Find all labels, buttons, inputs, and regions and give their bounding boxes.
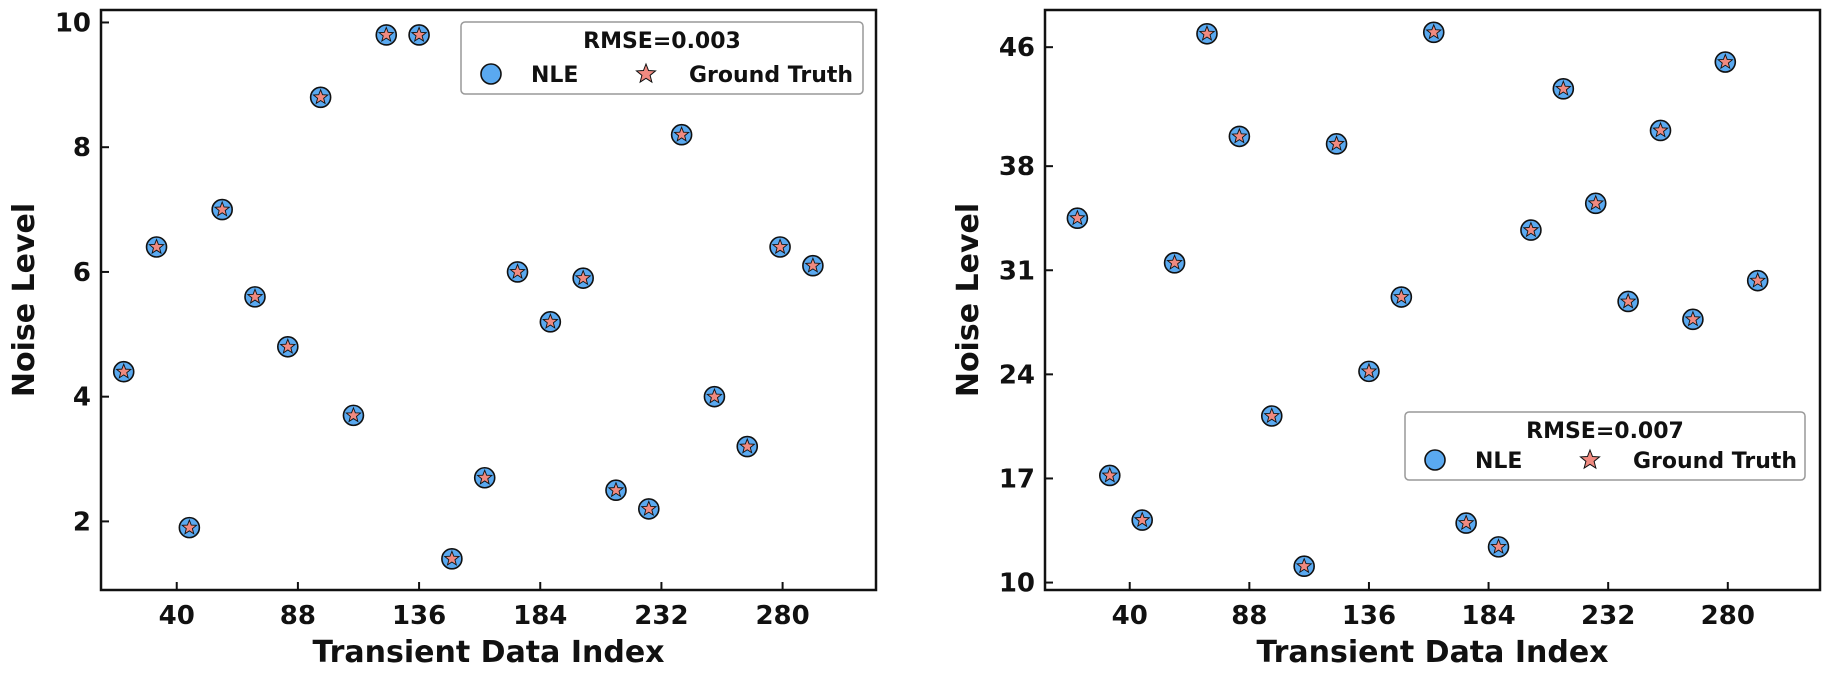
ground-truth-point bbox=[1360, 362, 1378, 379]
ground-truth-point bbox=[1393, 288, 1410, 305]
legend-nle-marker bbox=[480, 63, 502, 85]
plot-frame bbox=[99, 8, 878, 592]
y-axis-label: Noise Level bbox=[951, 203, 986, 397]
ground-truth-point bbox=[509, 263, 526, 280]
legend-box bbox=[1404, 411, 1806, 481]
x-tick-label: 40 bbox=[1112, 601, 1148, 631]
y-tick-label: 10 bbox=[999, 569, 1035, 599]
x-tick-label: 88 bbox=[280, 601, 316, 631]
legend-box bbox=[460, 21, 864, 95]
ground-truth-point bbox=[1749, 271, 1767, 288]
ground-truth-point bbox=[377, 26, 395, 43]
x-tick-label: 232 bbox=[1581, 601, 1635, 631]
ground-truth-point bbox=[1133, 511, 1151, 528]
legend-ground-truth-label: Ground Truth bbox=[689, 63, 853, 88]
legend-nle-marker bbox=[1424, 449, 1446, 471]
ground-truth-point bbox=[115, 362, 133, 379]
x-tick-label: 136 bbox=[1342, 601, 1396, 631]
ground-truth-point bbox=[1619, 292, 1637, 309]
y-tick-label: 31 bbox=[999, 256, 1035, 286]
ground-truth-point bbox=[312, 88, 329, 105]
x-tick-label: 232 bbox=[634, 601, 688, 631]
y-tick-label: 2 bbox=[73, 507, 91, 537]
ground-truth-point bbox=[1555, 80, 1572, 96]
legend-ground-truth-label: Ground Truth bbox=[1633, 449, 1797, 474]
x-axis-label: Transient Data Index bbox=[312, 635, 664, 670]
ground-truth-point bbox=[1684, 310, 1702, 327]
ground-truth-point bbox=[738, 437, 756, 454]
y-axis-label: Noise Level bbox=[7, 203, 42, 397]
y-tick-label: 46 bbox=[999, 33, 1035, 63]
ground-truth-point bbox=[607, 481, 625, 498]
ground-truth-point bbox=[1716, 53, 1734, 70]
ground-truth-point bbox=[1425, 23, 1443, 40]
y-tick-label: 6 bbox=[73, 258, 91, 288]
plot-frame bbox=[1043, 8, 1822, 592]
ground-truth-point bbox=[1069, 209, 1086, 226]
ground-truth-point bbox=[1263, 407, 1281, 424]
ground-truth-point bbox=[1652, 121, 1669, 138]
ground-truth-point bbox=[1198, 25, 1216, 41]
legend-ground-truth-marker bbox=[1579, 448, 1601, 470]
y-tick-label: 4 bbox=[73, 383, 91, 413]
y-tick-label: 17 bbox=[999, 464, 1035, 494]
ground-truth-point bbox=[148, 238, 165, 255]
ground-truth-point bbox=[673, 125, 690, 142]
ground-truth-point bbox=[1295, 557, 1313, 574]
legend-nle-label: NLE bbox=[531, 63, 578, 88]
x-tick-label: 136 bbox=[392, 601, 446, 631]
chart-panel-1: 40 88 136 184 232 280 2 4 6 8 10 Transient Data Ind… bbox=[7, 8, 878, 670]
ground-truth-point bbox=[443, 550, 461, 566]
ground-truth-point bbox=[1328, 135, 1345, 151]
ground-truth-point bbox=[213, 200, 231, 217]
ground-truth-point bbox=[1231, 127, 1248, 144]
y-tick-label: 10 bbox=[55, 8, 91, 38]
x-tick-label: 88 bbox=[1231, 601, 1267, 631]
ground-truth-point bbox=[410, 26, 428, 43]
y-tick-label: 38 bbox=[999, 152, 1035, 182]
y-tick-label: 24 bbox=[999, 360, 1035, 390]
ground-truth-point bbox=[640, 500, 658, 517]
ground-truth-point bbox=[1101, 466, 1119, 483]
ground-truth-point bbox=[1587, 194, 1605, 211]
ground-truth-point bbox=[279, 338, 297, 354]
y-tick-label: 8 bbox=[73, 133, 91, 163]
legend-nle-label: NLE bbox=[1475, 449, 1522, 474]
ground-truth-point bbox=[345, 406, 362, 423]
ground-truth-point bbox=[1457, 514, 1475, 531]
chart-panel-2: 40 88 136 184 232 280 10 17 24 31 38 46 Transient Da… bbox=[951, 8, 1822, 670]
ground-truth-point bbox=[542, 313, 559, 329]
ground-truth-point bbox=[574, 269, 592, 286]
ground-truth-point bbox=[771, 238, 789, 255]
ground-truth-point bbox=[1522, 221, 1540, 238]
ground-truth-point bbox=[476, 468, 494, 485]
x-tick-label: 280 bbox=[1701, 601, 1755, 631]
ground-truth-point bbox=[1166, 254, 1183, 270]
legend-title: RMSE=0.007 bbox=[1526, 419, 1684, 444]
ground-truth-point bbox=[706, 387, 723, 404]
x-tick-label: 184 bbox=[1461, 601, 1515, 631]
x-axis-label: Transient Data Index bbox=[1256, 635, 1608, 670]
x-tick-label: 280 bbox=[755, 601, 809, 631]
x-tick-label: 40 bbox=[159, 601, 195, 631]
legend-title: RMSE=0.003 bbox=[583, 29, 741, 54]
ground-truth-point bbox=[246, 288, 264, 304]
ground-truth-point bbox=[181, 518, 198, 535]
ground-truth-point bbox=[804, 256, 822, 273]
x-tick-label: 184 bbox=[513, 601, 567, 631]
legend-ground-truth-marker bbox=[635, 62, 657, 84]
ground-truth-point bbox=[1490, 538, 1507, 554]
